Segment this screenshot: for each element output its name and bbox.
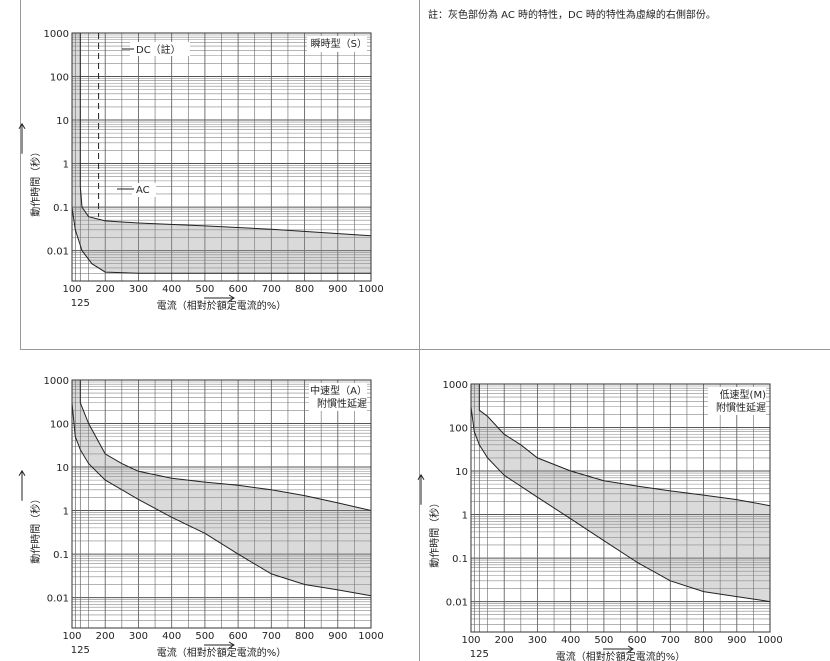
panel-divider-vertical <box>419 0 420 661</box>
upper-curve <box>79 380 372 511</box>
x-tick-label-125: 125 <box>71 298 90 309</box>
y-tick-label: 0.01 <box>446 598 468 609</box>
y-axis-arrow <box>18 469 26 501</box>
plot-frame <box>71 379 372 629</box>
x-tick-label: 1000 <box>757 635 782 646</box>
x-tick-label: 1000 <box>358 284 383 295</box>
y-tick-label: 100 <box>449 424 468 435</box>
x-tick-label: 100 <box>62 284 81 295</box>
panel-divider-horizontal <box>20 349 830 350</box>
x-tick-label: 800 <box>295 631 314 642</box>
x-tick-label: 100 <box>461 635 480 646</box>
y-tick-label: 0.1 <box>452 554 468 565</box>
y-axis-label: 動作時間（秒） <box>29 147 42 217</box>
ac-band-fill <box>72 380 371 596</box>
x-tick-label: 400 <box>561 635 580 646</box>
y-tick-label: 1 <box>462 511 468 522</box>
x-tick-label: 400 <box>162 631 181 642</box>
y-axis-label: 動作時間（秒） <box>29 494 42 564</box>
x-tick-label: 200 <box>495 635 514 646</box>
x-tick-label: 200 <box>96 284 115 295</box>
plot-frame <box>71 32 372 282</box>
dc-annotation: DC（註） <box>136 44 181 56</box>
x-axis-arrow <box>204 294 235 302</box>
x-axis-label: 電流（相對於額定電流的%） <box>556 650 686 661</box>
x-tick-label: 800 <box>295 284 314 295</box>
x-tick-label: 100 <box>62 631 81 642</box>
x-tick-label: 700 <box>661 635 680 646</box>
x-tick-label: 300 <box>129 284 148 295</box>
y-tick-label: 1 <box>63 160 69 171</box>
x-axis-arrow <box>204 641 235 649</box>
x-tick-label-125: 125 <box>470 649 489 660</box>
x-tick-label: 500 <box>594 635 613 646</box>
x-axis-arrow <box>603 645 634 653</box>
x-tick-label-125: 125 <box>71 645 90 656</box>
x-tick-label: 300 <box>129 631 148 642</box>
lower-curve <box>71 33 371 274</box>
y-tick-label: 0.01 <box>47 594 69 605</box>
chart-title: 中速型（A） <box>310 384 367 397</box>
x-axis-label: 電流（相對於額定電流的%） <box>157 299 287 312</box>
ac-band-fill <box>72 33 371 274</box>
x-tick-label: 900 <box>727 635 746 646</box>
dc-label-bg <box>130 42 190 56</box>
x-tick-label: 400 <box>162 284 181 295</box>
chart-subtitle: 附慣性延遲 <box>317 397 367 410</box>
x-tick-label: 1000 <box>358 631 383 642</box>
ac-annotation: AC <box>136 185 150 196</box>
y-tick-label: 100 <box>50 420 69 431</box>
y-tick-label: 10 <box>56 116 69 127</box>
y-tick-label: 0.1 <box>53 550 69 561</box>
y-axis-arrow <box>18 122 26 154</box>
note-text: 註：灰色部份為 AC 時的特性，DC 時的特性為虛線的右側部份。 <box>428 10 716 21</box>
x-tick-label: 300 <box>528 635 547 646</box>
upper-curve <box>79 33 372 237</box>
x-tick-label: 600 <box>628 635 647 646</box>
chart-title: 瞬時型（S） <box>311 37 367 50</box>
title-bg <box>309 383 367 411</box>
title-bg <box>708 387 766 415</box>
x-tick-label: 500 <box>195 284 214 295</box>
y-tick-label: 10 <box>56 463 69 474</box>
upper-curve <box>478 384 771 507</box>
x-tick-label: 900 <box>328 284 347 295</box>
x-tick-label: 800 <box>694 635 713 646</box>
chart-subtitle: 附慣性延遲 <box>716 401 766 414</box>
y-tick-label: 0.01 <box>47 247 69 258</box>
y-axis-arrow <box>417 473 425 505</box>
plot-frame <box>470 383 771 633</box>
x-tick-label: 200 <box>96 631 115 642</box>
x-tick-label: 700 <box>262 284 281 295</box>
y-tick-label: 1000 <box>44 29 69 40</box>
y-tick-label: 1000 <box>443 380 468 391</box>
title-bg <box>307 36 367 52</box>
y-axis-label: 動作時間（秒） <box>428 498 441 568</box>
ac-band-fill <box>471 384 770 602</box>
y-tick-label: 1000 <box>44 376 69 387</box>
x-tick-label: 600 <box>229 284 248 295</box>
frame-left <box>20 0 21 349</box>
x-tick-label: 900 <box>328 631 347 642</box>
x-tick-label: 500 <box>195 631 214 642</box>
x-tick-label: 600 <box>229 631 248 642</box>
y-tick-label: 1 <box>63 507 69 518</box>
y-tick-label: 10 <box>455 467 468 478</box>
ac-label-bg <box>132 183 156 197</box>
x-axis-label: 電流（相對於額定電流的%） <box>157 646 287 659</box>
y-tick-label: 0.1 <box>53 203 69 214</box>
chart-title: 低速型(M) <box>720 388 767 401</box>
x-tick-label: 700 <box>262 631 281 642</box>
y-tick-label: 100 <box>50 73 69 84</box>
lower-curve <box>71 380 372 597</box>
lower-curve <box>470 384 771 603</box>
